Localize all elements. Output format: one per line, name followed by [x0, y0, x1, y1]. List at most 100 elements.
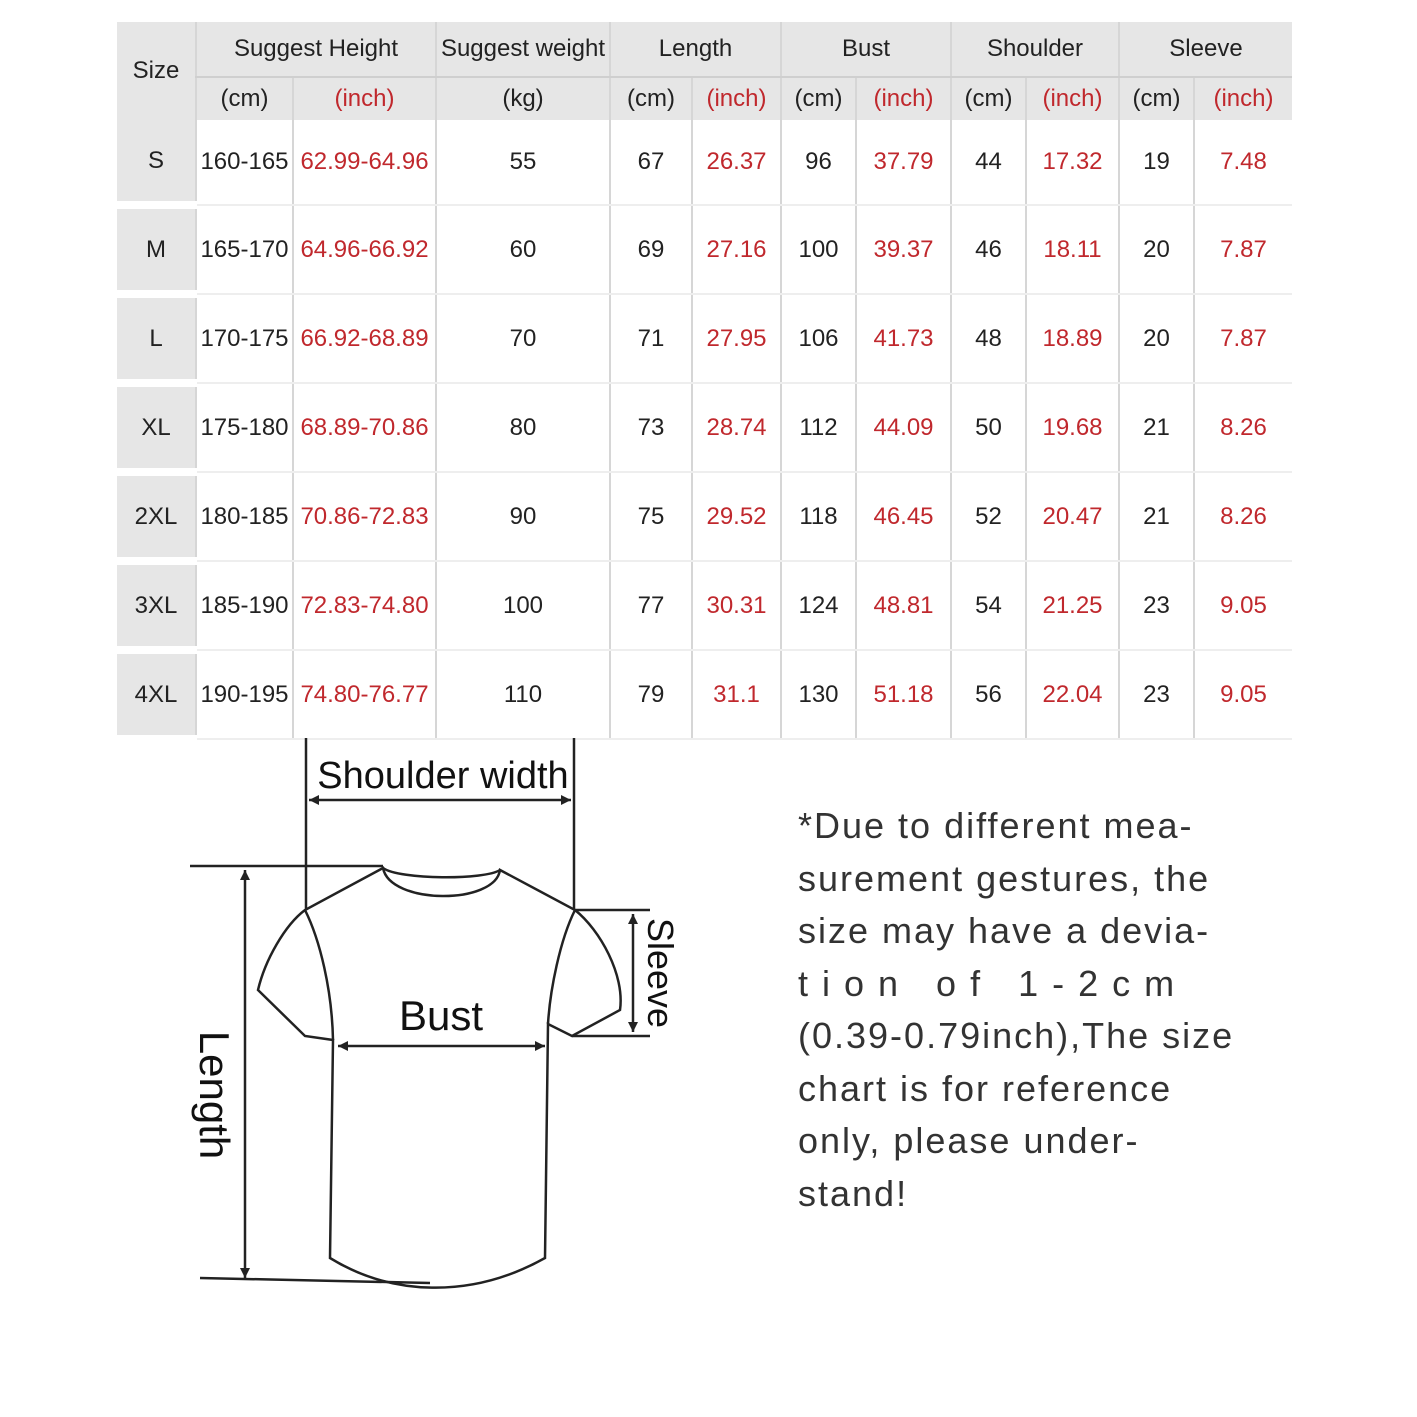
value-cell: 71 [609, 294, 692, 384]
note-line: size may have a devia- [798, 910, 1211, 951]
value-cell: 9.05 [1193, 561, 1292, 651]
value-cell: 30.31 [691, 561, 781, 651]
value-cell: 17.32 [1025, 120, 1119, 206]
value-cell: 26.37 [691, 120, 781, 206]
value-cell: 7.48 [1193, 120, 1292, 206]
unit-header: (inch) [855, 77, 951, 120]
value-cell: 62.99-64.96 [292, 120, 436, 206]
value-cell: 190-195 [195, 650, 293, 740]
unit-header: (cm) [1118, 77, 1194, 120]
value-cell: 67 [609, 120, 692, 206]
value-cell: 106 [780, 294, 856, 384]
value-cell: 28.74 [691, 383, 781, 473]
unit-header: (cm) [609, 77, 692, 120]
value-cell: 72.83-74.80 [292, 561, 436, 651]
value-cell: 39.37 [855, 205, 951, 295]
size-cell: 3XL [117, 561, 196, 654]
table-row: 2XL 180-185 70.86-72.83 90 75 29.52 118 46.45 52… [117, 472, 1292, 565]
note-line: t i o n o f 1 - 2 c m [798, 962, 1177, 1004]
value-cell: 48.81 [855, 561, 951, 651]
value-cell: 73 [609, 383, 692, 473]
value-cell: 44.09 [855, 383, 951, 473]
value-cell: 90 [435, 472, 610, 562]
value-cell: 60 [435, 205, 610, 295]
value-cell: 70.86-72.83 [292, 472, 436, 562]
value-cell: 64.96-66.92 [292, 205, 436, 295]
size-header: Size [117, 22, 196, 120]
value-cell: 51.18 [855, 650, 951, 740]
unit-header: (cm) [195, 77, 293, 120]
value-cell: 75 [609, 472, 692, 562]
value-cell: 8.26 [1193, 383, 1292, 473]
value-cell: 79 [609, 650, 692, 740]
value-cell: 110 [435, 650, 610, 740]
size-cell: 2XL [117, 472, 196, 565]
value-cell: 50 [950, 383, 1026, 473]
unit-header: (inch) [691, 77, 781, 120]
value-cell: 27.95 [691, 294, 781, 384]
size-cell: S [117, 120, 196, 209]
note-line: surement gestures, the [798, 857, 1211, 899]
size-cell: XL [117, 383, 196, 476]
value-cell: 124 [780, 561, 856, 651]
table-row: 3XL 185-190 72.83-74.80 100 77 30.31 124 48.81 5… [117, 561, 1292, 654]
table-row: XL 175-180 68.89-70.86 80 73 28.74 112 44.09 50 1… [117, 383, 1292, 476]
value-cell: 8.26 [1193, 472, 1292, 562]
value-cell: 160-165 [195, 120, 293, 206]
value-cell: 54 [950, 561, 1026, 651]
table-row: 4XL 190-195 74.80-76.77 110 79 31.1 130 51.18 56… [117, 650, 1292, 743]
value-cell: 27.16 [691, 205, 781, 295]
value-cell: 56 [950, 650, 1026, 740]
value-cell: 52 [950, 472, 1026, 562]
length-label: Length [191, 1031, 238, 1159]
value-cell: 9.05 [1193, 650, 1292, 740]
value-cell: 44 [950, 120, 1026, 206]
note-line: only, please under- [798, 1120, 1140, 1161]
value-cell: 23 [1118, 650, 1194, 740]
value-cell: 20 [1118, 205, 1194, 295]
value-cell: 21 [1118, 472, 1194, 562]
value-cell: 7.87 [1193, 294, 1292, 384]
unit-header: (kg) [435, 77, 610, 120]
size-table: Size Suggest Height Suggest weight Lengt… [117, 22, 1292, 743]
value-cell: 70 [435, 294, 610, 384]
value-cell: 55 [435, 120, 610, 206]
unit-header: (cm) [780, 77, 856, 120]
value-cell: 185-190 [195, 561, 293, 651]
unit-header: (cm) [950, 77, 1026, 120]
unit-header: (inch) [1025, 77, 1119, 120]
value-cell: 18.11 [1025, 205, 1119, 295]
group-header: Suggest Height [195, 22, 436, 78]
value-cell: 41.73 [855, 294, 951, 384]
value-cell: 31.1 [691, 650, 781, 740]
value-cell: 69 [609, 205, 692, 295]
note-line: *Due to different mea- [798, 805, 1194, 846]
value-cell: 29.52 [691, 472, 781, 562]
group-header: Sleeve [1118, 22, 1292, 78]
value-cell: 118 [780, 472, 856, 562]
value-cell: 37.79 [855, 120, 951, 206]
value-cell: 77 [609, 561, 692, 651]
value-cell: 96 [780, 120, 856, 206]
value-cell: 100 [780, 205, 856, 295]
value-cell: 18.89 [1025, 294, 1119, 384]
value-cell: 165-170 [195, 205, 293, 295]
value-cell: 48 [950, 294, 1026, 384]
value-cell: 46.45 [855, 472, 951, 562]
value-cell: 20 [1118, 294, 1194, 384]
tshirt-outline [256, 866, 622, 1289]
value-cell: 170-175 [195, 294, 293, 384]
bust-label: Bust [399, 992, 483, 1039]
value-cell: 19.68 [1025, 383, 1119, 473]
value-cell: 23 [1118, 561, 1194, 651]
note-line: chart is for reference [798, 1067, 1173, 1109]
value-cell: 7.87 [1193, 205, 1292, 295]
note-line: stand! [798, 1172, 909, 1214]
value-cell: 175-180 [195, 383, 293, 473]
value-cell: 20.47 [1025, 472, 1119, 562]
value-cell: 112 [780, 383, 856, 473]
note-line: (0.39-0.79inch),The size [798, 1015, 1235, 1056]
size-cell: 4XL [117, 650, 196, 743]
unit-header: (inch) [1193, 77, 1292, 120]
